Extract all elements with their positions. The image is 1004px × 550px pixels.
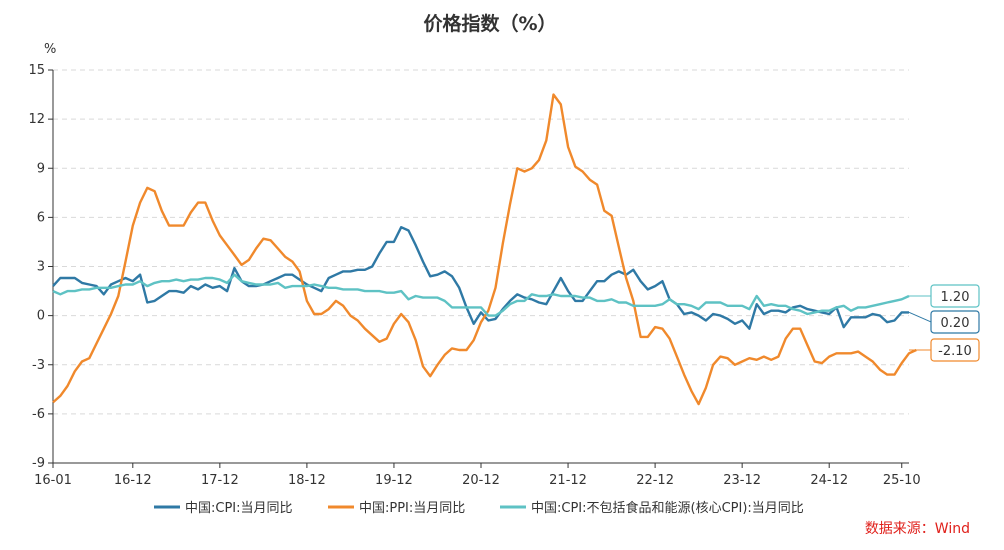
x-tick-label: 24-12 [810,473,848,488]
end-label-box [930,338,980,362]
grid-lines [53,69,909,415]
series-line-2 [52,273,910,317]
y-axis-unit: % [44,42,56,57]
x-tick-label: 18-12 [288,473,326,488]
y-tick-label: 12 [28,112,45,127]
y-tick-label: 0 [37,309,45,324]
legend-label: 中国:PPI:当月同比 [359,501,465,516]
y-tick-label: -6 [32,407,45,422]
series-line-1 [52,93,917,406]
x-axis-ticks: 16-01 16-12 17-12 18-12 19-12 20-12 21-12 22-12… [34,463,921,488]
legend-label: 中国:CPI:不包括食品和能源(核心CPI):当月同比 [531,500,804,516]
data-source: 数据来源：Wind [865,521,970,537]
end-labels: 1.20 0.20 -2.10 [908,284,980,362]
x-tick-label: 20-12 [462,473,500,488]
end-label-value: 1.20 [941,290,970,305]
legend: 中国:CPI:当月同比 中国:PPI:当月同比 中国:CPI:不包括食品和能源(核心… [154,500,804,516]
legend-label: 中国:CPI:当月同比 [185,501,293,516]
chart-title: 价格指数（%） [423,12,556,35]
end-label-value: 0.20 [941,316,970,331]
y-axis-ticks: -9 -6 -3 0 3 6 9 12 15 [28,63,53,471]
x-tick-label: 21-12 [549,473,587,488]
series-line-0 [52,226,909,330]
x-tick-label: 23-12 [723,473,761,488]
end-label-connector [908,311,932,323]
y-tick-label: 15 [28,63,45,78]
end-label-box [930,284,980,308]
series-lines [52,93,917,406]
y-tick-label: 9 [37,161,45,176]
x-tick-label: 22-12 [636,473,674,488]
x-tick-label: 19-12 [375,473,413,488]
x-tick-label: 16-12 [114,473,152,488]
x-tick-label: 16-01 [34,473,72,488]
x-tick-label: 17-12 [201,473,239,488]
x-tick-label: 25-10 [883,473,921,488]
y-tick-label: 6 [37,210,45,225]
y-tick-label: -9 [32,456,45,471]
y-tick-label: 3 [37,260,45,275]
y-tick-label: -3 [32,358,45,373]
end-label-value: -2.10 [938,344,972,359]
end-label-box [930,310,980,334]
